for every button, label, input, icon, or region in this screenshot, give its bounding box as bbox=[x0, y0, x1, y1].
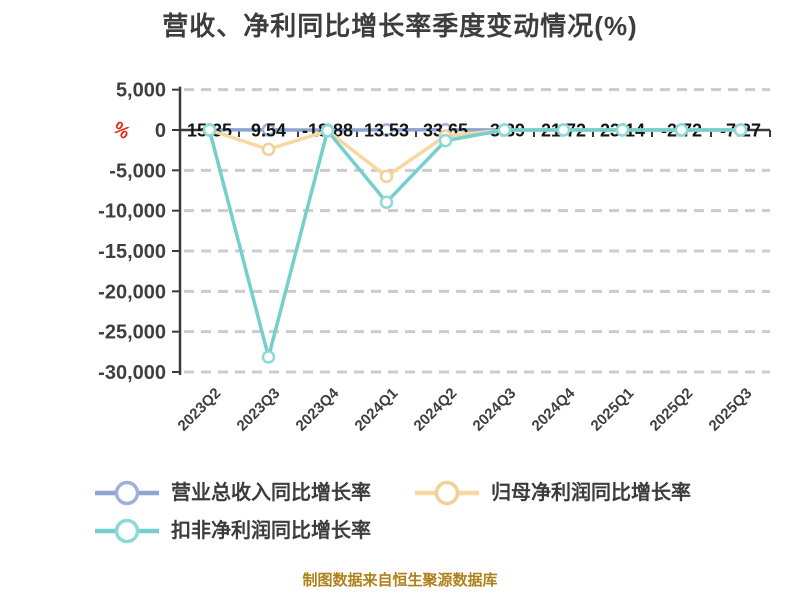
data-point-marker bbox=[379, 123, 394, 137]
svg-text:0: 0 bbox=[155, 120, 166, 142]
svg-text:-30,000: -30,000 bbox=[98, 362, 166, 384]
legend-item-deducted-net-profit-growth[interactable]: 扣非净利润同比增长率 bbox=[95, 517, 371, 545]
svg-text:2023Q3: 2023Q3 bbox=[234, 385, 284, 435]
svg-text:2024Q2: 2024Q2 bbox=[411, 385, 461, 435]
legend-label: 营业总收入同比增长率 bbox=[171, 482, 371, 504]
svg-text:5,000: 5,000 bbox=[116, 80, 166, 102]
x-axis-labels: 2023Q2 2023Q3 2023Q4 2024Q1 2024Q2 2024Q3 2024… bbox=[175, 384, 756, 434]
svg-text:2024Q4: 2024Q4 bbox=[529, 384, 579, 434]
data-point-marker bbox=[497, 123, 512, 137]
data-point-marker bbox=[202, 123, 217, 137]
data-point-marker bbox=[556, 123, 571, 137]
svg-text:2025Q2: 2025Q2 bbox=[647, 385, 697, 435]
data-point-marker bbox=[438, 133, 453, 148]
data-point-marker bbox=[261, 123, 276, 137]
svg-text:9.54: 9.54 bbox=[251, 121, 286, 141]
data-point-marker bbox=[674, 123, 689, 137]
gridlines bbox=[184, 88, 770, 374]
series-扣非净利润同比增长率 bbox=[202, 123, 748, 364]
line-chart: 5,000 0 -5,000 -10,000 -15,000 -20,000 -25,000… bbox=[98, 80, 771, 435]
legend-item-net-profit-growth[interactable]: 归母净利润同比增长率 bbox=[415, 479, 691, 507]
legend-marker-icon bbox=[95, 479, 159, 507]
legend-marker-icon bbox=[95, 517, 159, 545]
svg-text:-25,000: -25,000 bbox=[98, 322, 166, 344]
svg-text:-5,000: -5,000 bbox=[109, 160, 166, 182]
svg-text:2023Q2: 2023Q2 bbox=[175, 385, 225, 435]
data-labels: 15.359.54-18.8813.5333.65-3.3921.7223.14… bbox=[187, 121, 761, 141]
svg-text:-10,000: -10,000 bbox=[98, 201, 166, 223]
data-point-marker bbox=[615, 123, 630, 137]
svg-text:2024Q1: 2024Q1 bbox=[352, 385, 402, 435]
data-point-marker bbox=[261, 350, 276, 364]
data-point-marker bbox=[379, 169, 394, 184]
svg-text:2023Q4: 2023Q4 bbox=[293, 384, 343, 434]
svg-text:-20,000: -20,000 bbox=[98, 281, 166, 303]
svg-text:2024Q3: 2024Q3 bbox=[470, 385, 520, 435]
svg-text:2025Q1: 2025Q1 bbox=[588, 385, 638, 435]
data-point-marker bbox=[261, 142, 276, 157]
legend-item-revenue-growth[interactable]: 营业总收入同比增长率 bbox=[95, 479, 371, 507]
legend-label: 归母净利润同比增长率 bbox=[491, 482, 691, 504]
chart-title: 营收、净利同比增长率季度变动情况(%) bbox=[162, 11, 638, 41]
data-point-marker bbox=[379, 195, 394, 209]
data-point-marker bbox=[320, 124, 335, 138]
svg-text:2025Q3: 2025Q3 bbox=[706, 385, 756, 435]
legend-label: 扣非净利润同比增长率 bbox=[171, 520, 371, 542]
data-point-marker bbox=[733, 123, 748, 137]
y-axis-labels: 5,000 0 -5,000 -10,000 -15,000 -20,000 -25,000… bbox=[98, 80, 166, 384]
legend-marker-icon bbox=[415, 479, 479, 507]
svg-text:13.53: 13.53 bbox=[364, 121, 409, 141]
y-axis-unit: % bbox=[109, 117, 134, 143]
data-source-note: 制图数据来自恒生聚源数据库 bbox=[302, 572, 498, 589]
svg-text:-15,000: -15,000 bbox=[98, 241, 166, 263]
